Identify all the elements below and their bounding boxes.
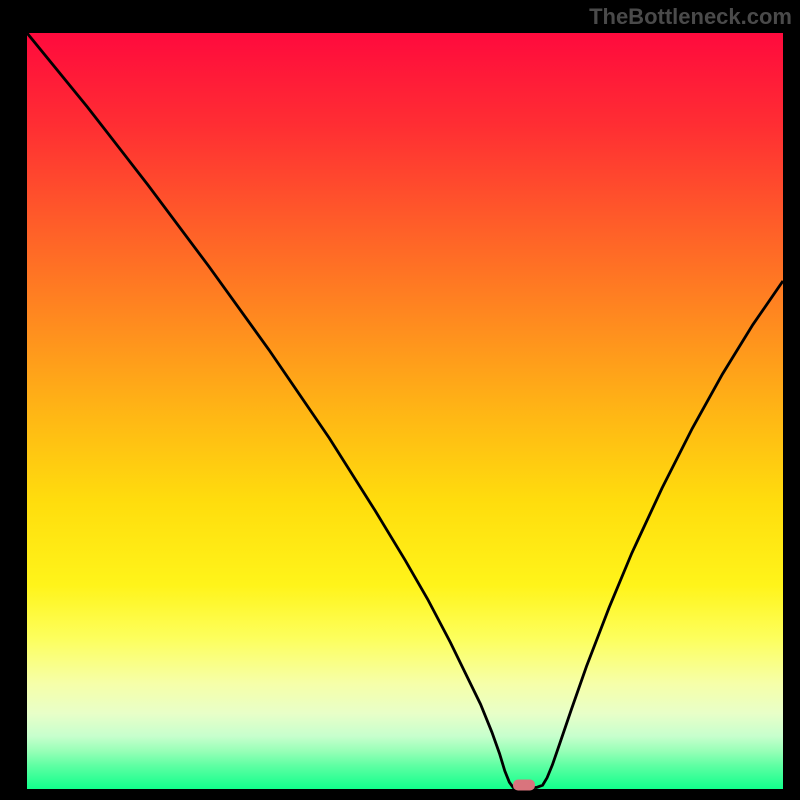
plot-area — [27, 33, 783, 789]
optimal-marker — [513, 780, 535, 791]
curve-path — [27, 33, 783, 787]
watermark-text: TheBottleneck.com — [589, 4, 792, 30]
bottleneck-curve — [27, 33, 783, 789]
